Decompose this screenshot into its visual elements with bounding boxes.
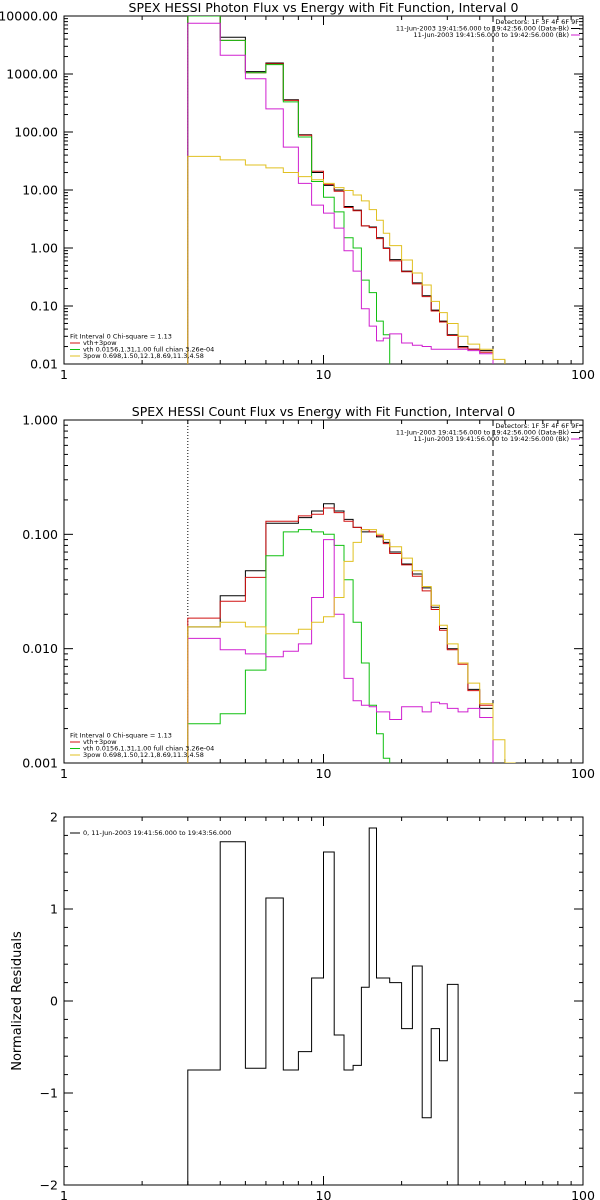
- count-info-text: Detectors: 1F 3F 4F 6F 9F: [495, 422, 579, 430]
- photon-chart-title: SPEX HESSI Photon Flux vs Energy with Fi…: [129, 0, 519, 15]
- photon-legend-text: vth+3pow: [83, 339, 117, 347]
- residual-y-axis-label: Normalized Residuals: [10, 931, 25, 1071]
- photon-info-text: 11-Jun-2003 19:41:56.000 to 19:42:56.000…: [396, 25, 569, 33]
- count-x-tick-label: 10: [316, 766, 332, 781]
- count-info-text: 11-Jun-2003 19:41:56.000 to 19:42:56.000…: [396, 429, 569, 437]
- photon-y-tick-label: 10000.00: [0, 9, 58, 24]
- residual-y-tick-label: −1: [40, 1086, 58, 1101]
- count-y-tick-label: 0.010: [22, 641, 58, 656]
- count-legend-text: 3pow 0.698,1.50,12.1,8.69,11.3,4.58: [83, 751, 204, 759]
- photon-series-2-line: [187, 16, 391, 364]
- photon-info-text: Detectors: 1F 3F 4F 6F 9F: [495, 18, 579, 26]
- residual-x-tick-label: 10: [316, 1188, 332, 1200]
- photon-legend-text: 3pow 0.698,1.50,12.1,8.69,11.3,4.58: [83, 352, 204, 360]
- photon-legend-text: Fit Interval 0 Chi-square = 1.13: [70, 333, 172, 341]
- photon-y-tick-label: 1000.00: [6, 67, 58, 82]
- residual-legend-text: 0, 11-Jun-2003 19:41:56.000 to 19:43:56.…: [83, 829, 231, 837]
- residual-y-tick-label: −2: [40, 1178, 58, 1193]
- photon-y-tick-label: 0.01: [30, 357, 58, 372]
- residual-y-tick-label: 2: [50, 810, 58, 825]
- photon-info-text: 11-Jun-2003 19:41:56.000 to 19:42:56.000…: [414, 31, 569, 39]
- count-series-2-line: [187, 529, 391, 763]
- count-y-tick-label: 1.000: [22, 413, 58, 428]
- photon-series-3-line: [187, 22, 494, 364]
- photon-y-tick-label: 1.00: [30, 241, 58, 256]
- count-legend-text: vth+3pow: [83, 738, 117, 746]
- residual-x-tick-label: 1: [60, 1188, 68, 1200]
- photon-y-tick-label: 100.00: [14, 125, 58, 140]
- photon-x-tick-label: 10: [316, 367, 332, 382]
- count-chart-title: SPEX HESSI Count Flux vs Energy with Fit…: [132, 404, 515, 419]
- count-flux-panel: SPEX HESSI Count Flux vs Energy with Fit…: [22, 404, 595, 781]
- count-x-tick-label: 1: [60, 766, 68, 781]
- residual-y-tick-label: 0: [50, 994, 58, 1009]
- count-series-3-line: [187, 539, 494, 763]
- count-y-tick-label: 0.100: [22, 527, 58, 542]
- count-legend-text: Fit Interval 0 Chi-square = 1.13: [70, 732, 172, 740]
- residual-y-tick-label: 1: [50, 902, 58, 917]
- photon-legend-text: vth 0.0156,1.31,1.00 full chian 3.26e-04: [83, 346, 214, 354]
- count-info-text: 11-Jun-2003 19:41:56.000 to 19:42:56.000…: [414, 435, 569, 443]
- photon-y-tick-label: 0.10: [30, 299, 58, 314]
- count-y-tick-label: 0.001: [22, 756, 58, 771]
- photon-series-4-line: [187, 155, 506, 364]
- photon-x-tick-label: 1: [60, 367, 68, 382]
- count-legend-text: vth 0.0156,1.31,1.00 full chian 3.26e-04: [83, 745, 214, 753]
- count-x-tick-label: 100: [571, 766, 595, 781]
- residual-series-0-line: [187, 827, 459, 1185]
- photon-x-tick-label: 100: [571, 367, 595, 382]
- residual-x-tick-label: 100: [571, 1188, 595, 1200]
- count-series-4-line: [187, 529, 516, 763]
- photon-y-tick-label: 10.00: [22, 183, 58, 198]
- photon-series-0-line: [187, 16, 494, 364]
- photon-flux-panel: SPEX HESSI Photon Flux vs Energy with Fi…: [0, 0, 595, 382]
